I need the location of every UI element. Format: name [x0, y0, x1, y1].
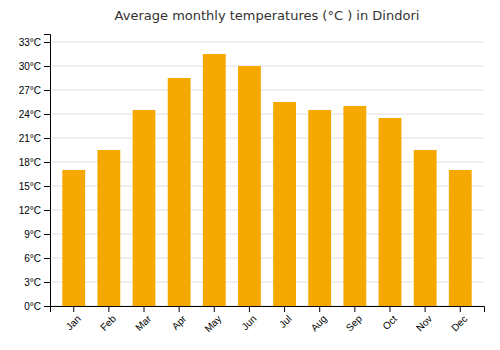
bar — [273, 102, 296, 306]
x-tick: Dec — [449, 306, 469, 333]
bar — [414, 150, 437, 306]
x-tick: Apr — [170, 306, 189, 332]
x-tick-mark — [214, 306, 215, 312]
y-tick-label: 30°C — [19, 61, 41, 72]
y-tick-label: 24°C — [19, 109, 41, 120]
y-axis: 0°C 3°C 6°C 9°C 12°C 15°C 18°C 21°C 24°C 27°C 30°C… — [19, 35, 51, 312]
x-tick: Jul — [277, 306, 294, 330]
y-tick: 15°C — [19, 181, 50, 192]
x-tick-mark — [108, 306, 109, 312]
y-tick-mark — [44, 42, 50, 43]
y-tick-label: 33°C — [19, 37, 41, 48]
x-tick-label: Feb — [98, 313, 118, 333]
x-tick-label: Sep — [344, 313, 365, 334]
bar — [168, 78, 191, 306]
y-tick-label: 3°C — [24, 277, 41, 288]
x-tick-mark — [460, 306, 461, 312]
chart: 0°C 3°C 6°C 9°C 12°C 15°C 18°C 21°C 24°C 27°C 30°C… — [0, 0, 500, 350]
x-tick-mark — [144, 306, 145, 312]
y-tick-label: 15°C — [19, 181, 41, 192]
x-tick-mark — [425, 306, 426, 312]
bar — [97, 150, 120, 306]
bar — [449, 170, 472, 306]
y-tick-mark — [44, 138, 50, 139]
bar — [62, 170, 85, 306]
y-tick: 18°C — [19, 157, 50, 168]
x-tick-mark — [389, 306, 390, 312]
x-tick-label: Mar — [133, 313, 153, 333]
x-tick: Jan — [64, 306, 83, 332]
x-tick: Aug — [309, 306, 329, 333]
y-tick: 30°C — [19, 61, 50, 72]
y-tick-label: 21°C — [19, 133, 41, 144]
y-tick-mark — [44, 282, 50, 283]
bars — [62, 54, 471, 306]
y-tick-mark — [44, 258, 50, 259]
y-tick-mark — [44, 162, 50, 163]
x-tick-label: Nov — [414, 313, 434, 333]
y-tick-label: 0°C — [24, 301, 41, 312]
y-tick-mark — [44, 114, 50, 115]
y-tick-mark — [44, 234, 50, 235]
y-tick-mark — [44, 210, 50, 211]
x-tick-mark — [249, 306, 250, 312]
grid-line — [50, 90, 484, 91]
x-tick-label: Jul — [277, 313, 294, 330]
y-tick-label: 18°C — [19, 157, 41, 168]
y-tick-mark — [44, 90, 50, 91]
x-tick-label: May — [202, 313, 223, 334]
x-tick-label: Jan — [64, 313, 83, 332]
x-tick: Oct — [380, 306, 399, 332]
x-tick: Jun — [239, 306, 258, 332]
y-tick-label: 27°C — [19, 85, 41, 96]
bar — [379, 118, 402, 306]
y-axis-line — [44, 35, 51, 307]
x-tick-mark — [354, 306, 355, 312]
x-axis: Jan Feb Mar Apr May Jun Jul Aug Sep Oct Nov Dec — [51, 306, 485, 334]
y-tick-label: 12°C — [19, 205, 41, 216]
x-tick-mark — [319, 306, 320, 312]
grid-line — [50, 66, 484, 67]
y-tick: 27°C — [19, 85, 50, 96]
y-tick: 6°C — [24, 253, 50, 264]
x-tick: Feb — [98, 306, 118, 333]
x-tick: Mar — [133, 306, 153, 333]
x-tick-mark — [179, 306, 180, 312]
grid — [50, 42, 484, 306]
y-tick: 24°C — [19, 109, 50, 120]
x-tick-mark — [284, 306, 285, 312]
grid-line — [50, 114, 484, 115]
y-tick: 3°C — [24, 277, 50, 288]
y-tick: 0°C — [24, 301, 50, 312]
grid-line — [50, 42, 484, 43]
grid-line — [50, 138, 484, 139]
x-tick: Nov — [414, 306, 434, 333]
y-tick-mark — [44, 66, 50, 67]
y-tick: 21°C — [19, 133, 50, 144]
y-tick-mark — [44, 306, 50, 307]
x-tick-label: Jun — [239, 313, 258, 332]
bar — [343, 106, 366, 306]
y-tick: 9°C — [24, 229, 50, 240]
y-tick-label: 6°C — [24, 253, 41, 264]
y-tick-mark — [44, 186, 50, 187]
title: Average monthly temperatures (°C ) in Di… — [115, 8, 420, 23]
x-tick-label: Oct — [380, 313, 399, 332]
x-tick-label: Apr — [170, 313, 189, 332]
y-tick: 12°C — [19, 205, 50, 216]
y-tick: 33°C — [19, 37, 50, 48]
x-axis-line — [51, 307, 485, 313]
bar — [133, 110, 156, 306]
y-tick-label: 9°C — [24, 229, 41, 240]
x-tick-label: Aug — [309, 313, 329, 333]
x-tick-mark — [73, 306, 74, 312]
x-tick: May — [202, 306, 223, 334]
plot: 0°C 3°C 6°C 9°C 12°C 15°C 18°C 21°C 24°C 27°C 30°C… — [19, 35, 485, 335]
x-tick-label: Dec — [449, 313, 469, 333]
bar — [238, 66, 261, 306]
bar — [308, 110, 331, 306]
bar — [203, 54, 226, 306]
x-tick: Sep — [344, 306, 365, 333]
